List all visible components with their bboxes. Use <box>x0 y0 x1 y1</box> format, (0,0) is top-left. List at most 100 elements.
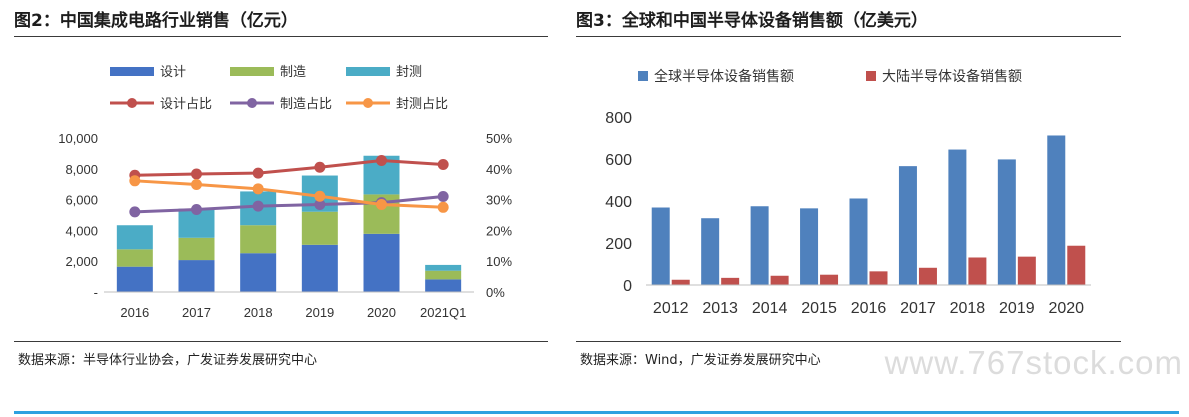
x-tick-label: 2016 <box>851 300 887 317</box>
y-tick-label: 600 <box>605 152 632 169</box>
line-point <box>191 179 202 191</box>
bar-segment <box>178 260 215 292</box>
bar-segment <box>425 264 462 271</box>
legend-label: 设计 <box>160 64 186 79</box>
x-tick-label: 2020 <box>1048 300 1084 317</box>
bar <box>1047 135 1066 285</box>
legend-swatch <box>230 67 274 76</box>
bar-segment <box>425 270 462 280</box>
bottom-accent-rule <box>14 411 1179 414</box>
bar <box>849 198 868 285</box>
bar-segment <box>116 266 153 292</box>
y2-tick-label: 10% <box>486 254 512 269</box>
bar-segment <box>116 249 153 267</box>
source-divider-left <box>14 341 548 342</box>
bar-segment <box>301 244 338 292</box>
legend-label: 全球半导体设备销售额 <box>654 68 794 84</box>
chart-right: 全球半导体设备销售额 大陆半导体设备销售额 0 200 400 600 800 2012 201… <box>605 68 1091 317</box>
legend-swatch <box>866 71 876 81</box>
line-point <box>314 161 326 173</box>
bar <box>1017 256 1036 285</box>
x-tick-label: 2013 <box>702 300 738 317</box>
bar <box>1067 245 1086 285</box>
line-point <box>191 168 202 180</box>
bar-segment <box>240 225 277 254</box>
source-divider-right <box>576 341 1121 342</box>
y-tick-label: 8,000 <box>65 162 98 177</box>
legend-label: 封测占比 <box>396 96 448 111</box>
bar-segment <box>240 253 277 292</box>
x-tick-label: 2018 <box>244 305 273 320</box>
y-tick-label: 200 <box>605 236 632 253</box>
y-tick-label: 10,000 <box>58 131 98 146</box>
bar <box>750 206 769 285</box>
line-point <box>129 206 141 218</box>
line-point <box>376 154 387 166</box>
bar <box>968 257 987 285</box>
series-line <box>134 158 444 177</box>
bar <box>820 274 839 285</box>
legend-marker <box>363 98 373 108</box>
left-panel: 图2：中国集成电路行业销售（亿元） 设计 制造 封测 设计占比 制造占比 封测占比 - 2,0… <box>14 0 548 380</box>
legend-label: 封测 <box>396 64 422 79</box>
watermark-text: www.767stock.com <box>884 344 1183 381</box>
y-tick-label: 400 <box>605 194 632 211</box>
line-point <box>191 203 202 215</box>
bar-segment <box>301 211 338 245</box>
x-tick-label: 2017 <box>182 305 211 320</box>
bar <box>770 275 789 285</box>
y2-tick-label: 40% <box>486 162 512 177</box>
bar <box>651 207 670 285</box>
line-point <box>314 199 326 211</box>
bar <box>701 218 720 285</box>
series-line <box>134 195 444 214</box>
bar <box>671 279 690 285</box>
x-tick-label: 2016 <box>120 305 149 320</box>
bar <box>948 149 967 285</box>
line-point <box>252 167 264 179</box>
title-divider-left <box>14 36 548 37</box>
legend-label: 大陆半导体设备销售额 <box>882 68 1022 84</box>
y-tick-label: 6,000 <box>65 193 98 208</box>
bar <box>721 277 740 285</box>
line-point <box>314 190 326 202</box>
source-note-left: 数据来源：半导体行业协会，广发证券发展研究中心 <box>18 353 318 368</box>
line-point <box>252 183 264 195</box>
x-tick-label: 2014 <box>752 300 788 317</box>
legend-marker <box>247 98 257 108</box>
line-point <box>437 201 449 213</box>
y-tick-label: 800 <box>605 110 632 127</box>
line-point <box>437 158 449 170</box>
bar-segment <box>425 279 462 292</box>
series-line <box>134 179 444 209</box>
chart-title-right: 图3：全球和中国半导体设备销售额（亿美元） <box>576 11 928 31</box>
y2-tick-label: 50% <box>486 131 512 146</box>
bar-segment <box>363 233 400 292</box>
chart-title-left: 图2：中国集成电路行业销售（亿元） <box>14 11 298 31</box>
y2-tick-label: 30% <box>486 193 512 208</box>
bar-segment <box>178 237 215 261</box>
source-note-right: 数据来源：Wind，广发证券发展研究中心 <box>580 353 821 368</box>
x-tick-label: 2021Q1 <box>420 305 466 320</box>
y-tick-label: 0 <box>623 278 632 295</box>
bar <box>800 208 819 285</box>
x-tick-label: 2012 <box>653 300 689 317</box>
legend-swatch <box>638 71 648 81</box>
y-tick-label: 4,000 <box>65 223 98 238</box>
x-tick-label: 2019 <box>305 305 334 320</box>
legend-label: 设计占比 <box>160 96 212 111</box>
x-tick-label: 2019 <box>999 300 1035 317</box>
legend-swatch <box>346 67 390 76</box>
y2-tick-label: 20% <box>486 223 512 238</box>
line-point <box>129 175 141 187</box>
legend-swatch <box>110 67 154 76</box>
right-panel: 图3：全球和中国半导体设备销售额（亿美元） 全球半导体设备销售额 大陆半导体设备销… <box>576 0 1121 380</box>
legend-label: 制造 <box>280 64 306 79</box>
line-point <box>252 200 264 212</box>
y-tick-label: - <box>94 285 98 300</box>
legend-marker <box>127 98 137 108</box>
bar <box>918 267 937 285</box>
y-tick-label: 2,000 <box>65 254 98 269</box>
x-tick-label: 2020 <box>367 305 396 320</box>
